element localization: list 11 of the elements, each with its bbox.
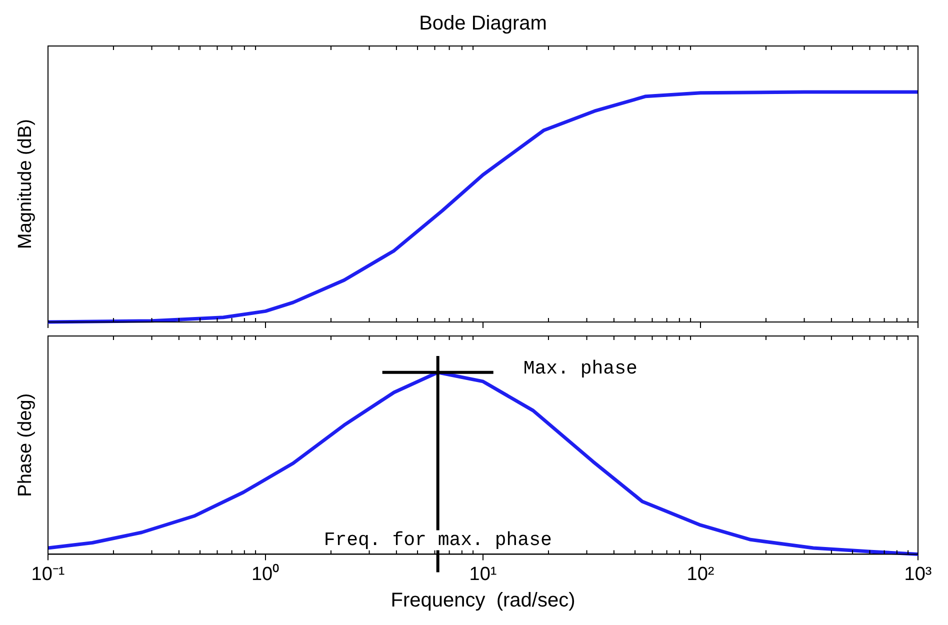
ref-line-label: Max. phase bbox=[523, 357, 638, 380]
ref-line-label: Freq. for max. phase bbox=[324, 529, 552, 552]
x-tick-label: 10⁻¹ bbox=[31, 564, 65, 585]
x-axis-title: Frequency (rad/sec) bbox=[390, 590, 576, 612]
x-tick-label: 10⁰ bbox=[251, 562, 280, 585]
x-tick-label: 10¹ bbox=[469, 564, 497, 585]
y-axis-title: Phase (deg) bbox=[15, 393, 36, 497]
chart-title: Bode Diagram bbox=[419, 12, 547, 35]
y-axis-title: Magnitude (dB) bbox=[15, 119, 36, 249]
x-tick-label: 10² bbox=[686, 564, 714, 585]
x-tick-label: 10³ bbox=[904, 564, 932, 585]
